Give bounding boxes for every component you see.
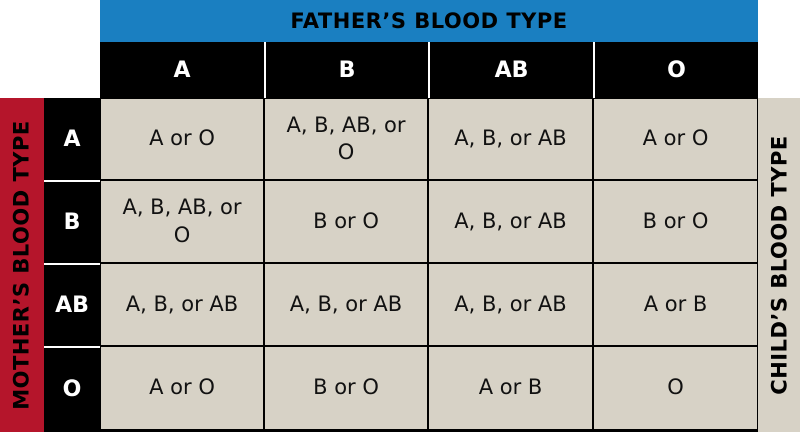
mother-title: MOTHER’S BLOOD TYPE [10,120,34,410]
table-cell: A, B, or AB [428,180,593,263]
child-title: CHILD’S BLOOD TYPE [768,135,793,395]
table-cell: A, B, AB, or O [264,98,428,180]
table-cell: A or O [593,98,758,180]
child-bar: CHILD’S BLOOD TYPE [758,98,800,432]
row-header: AB [44,263,100,346]
table-cell: A or O [100,346,264,430]
table-cell: B or O [593,180,758,263]
table-cell: B or O [264,180,428,263]
father-title: FATHER’S BLOOD TYPE [100,0,758,42]
row-header: O [44,346,100,430]
row-header: A [44,98,100,180]
table-cell: A, B, or AB [264,263,428,346]
table-cell: A or O [100,98,264,180]
table-cell: A or B [593,263,758,346]
column-header: O [593,42,758,98]
table-cell: A, B, AB, or O [100,180,264,263]
row-header: B [44,180,100,263]
table-cell: A, B, or AB [428,98,593,180]
mother-bar: MOTHER’S BLOOD TYPE [0,98,44,432]
table-cell: A, B, or AB [428,263,593,346]
column-header: B [264,42,428,98]
table-cell: A or B [428,346,593,430]
table-cell: A, B, or AB [100,263,264,346]
column-header: A [100,42,264,98]
table-cell: O [593,346,758,430]
column-header: AB [428,42,593,98]
table-cell: B or O [264,346,428,430]
